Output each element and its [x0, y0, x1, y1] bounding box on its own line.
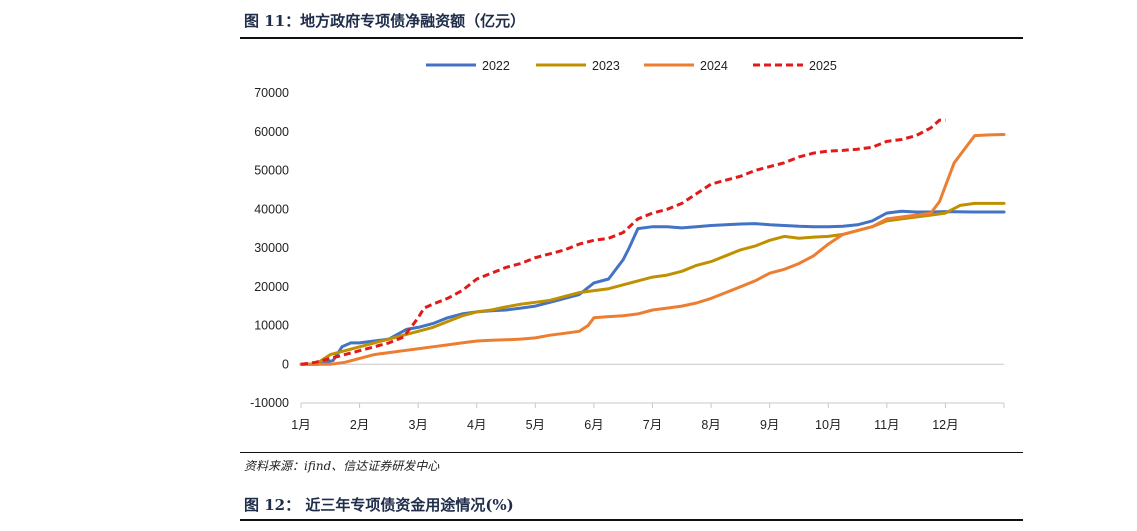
legend-label: 2022 [482, 59, 510, 73]
y-tick-label: 60000 [254, 125, 289, 139]
y-tick-label: 70000 [254, 86, 289, 100]
x-tick-label: 3月 [408, 418, 427, 432]
x-tick-label: 12月 [932, 418, 958, 432]
next-figure-title: 图 12： 近三年专项债资金用途情况(%) [244, 496, 514, 514]
legend-label: 2025 [809, 59, 837, 73]
line-chart: 2022 2023 2024 2025 -10000 0 10000 20000 30000 4… [250, 59, 1006, 432]
y-tick-label: 50000 [254, 164, 289, 178]
figure-title: 图 11：地方政府专项债净融资额（亿元） [244, 12, 526, 30]
legend-label: 2024 [700, 59, 728, 73]
source-rule [240, 452, 1023, 453]
y-tick-label: 40000 [254, 202, 289, 216]
title-rule [240, 37, 1023, 39]
y-tick-label: 10000 [254, 319, 289, 333]
series-line-2024 [299, 133, 1006, 366]
x-tick-label: 11月 [874, 418, 899, 432]
x-tick-label: 6月 [584, 418, 603, 432]
y-tick-label: 30000 [254, 241, 289, 255]
legend-label: 2023 [592, 59, 620, 73]
x-tick-label: 1月 [291, 418, 310, 432]
x-tick-label: 8月 [701, 418, 720, 432]
series-line-2025 [300, 118, 946, 366]
x-tick-label: 5月 [526, 418, 545, 432]
series-group [299, 118, 1006, 366]
x-axis: 1月 2月 3月 4月 5月 6月 7月 8月 9月 10月 11月 12月 [291, 363, 1005, 432]
x-tick-label: 10月 [815, 418, 841, 432]
x-tick-label: 4月 [467, 418, 486, 432]
y-axis: -10000 0 10000 20000 30000 40000 50000 60000 700… [250, 86, 289, 410]
x-tick-label: 2月 [350, 418, 369, 432]
y-tick-label: 20000 [254, 280, 289, 294]
source-note: 资料来源：ifind、信达证券研发中心 [244, 459, 440, 473]
x-tick-label: 9月 [760, 418, 779, 432]
bottom-rule [240, 519, 1023, 521]
y-tick-label: -10000 [250, 396, 289, 410]
series-line-2022 [299, 209, 1006, 366]
y-tick-label: 0 [282, 357, 289, 371]
x-tick-label: 7月 [643, 418, 662, 432]
chart-legend: 2022 2023 2024 2025 [426, 59, 837, 73]
